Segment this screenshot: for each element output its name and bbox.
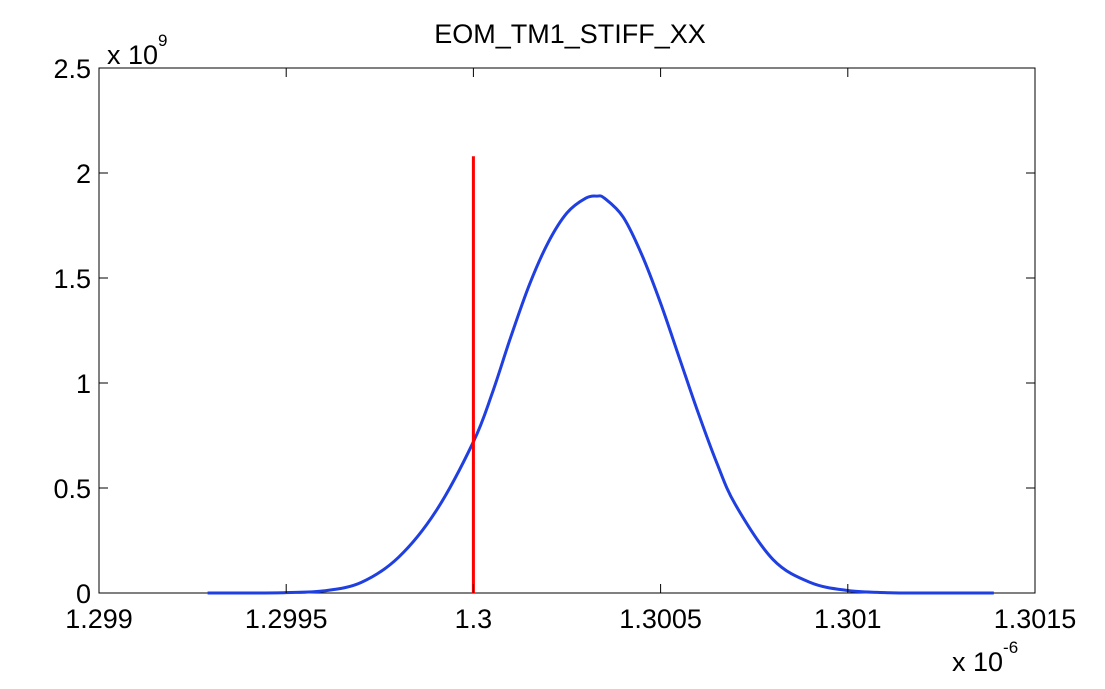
plot-frame bbox=[98, 67, 1036, 594]
y-multiplier-base: x 10 bbox=[107, 40, 158, 70]
y-tick-label-1: 0.5 bbox=[53, 474, 91, 504]
y-multiplier-exponent: 9 bbox=[158, 31, 167, 50]
y-axis-multiplier: x 109 bbox=[107, 31, 168, 70]
x-tick-label-5: 1.3015 bbox=[994, 604, 1077, 634]
series-line-0 bbox=[207, 194, 994, 595]
x-multiplier-base: x 10 bbox=[952, 647, 1003, 677]
series-layer bbox=[207, 156, 994, 595]
y-tick-label-0: 0 bbox=[76, 579, 91, 609]
x-axis-multiplier: x 10-6 bbox=[952, 638, 1018, 677]
x-multiplier-exponent: -6 bbox=[1003, 638, 1018, 657]
label-layer: 1.299 1.2995 1.3 1.3005 1.301 1.3015 0 0.5 1 1.5 2… bbox=[53, 54, 1076, 634]
x-tick-label-0: 1.299 bbox=[65, 604, 133, 634]
tick-layer bbox=[98, 67, 1036, 594]
x-tick-label-3: 1.3005 bbox=[619, 604, 702, 634]
y-tick-label-3: 1.5 bbox=[53, 264, 91, 294]
y-tick-label-4: 2 bbox=[76, 159, 91, 189]
y-tick-label-5: 2.5 bbox=[53, 54, 91, 84]
x-tick-label-1: 1.2995 bbox=[245, 604, 328, 634]
x-tick-label-2: 1.3 bbox=[455, 604, 493, 634]
y-tick-label-2: 1 bbox=[76, 369, 91, 399]
chart-title: EOM_TM1_STIFF_XX bbox=[434, 19, 706, 49]
x-tick-label-4: 1.301 bbox=[814, 604, 882, 634]
